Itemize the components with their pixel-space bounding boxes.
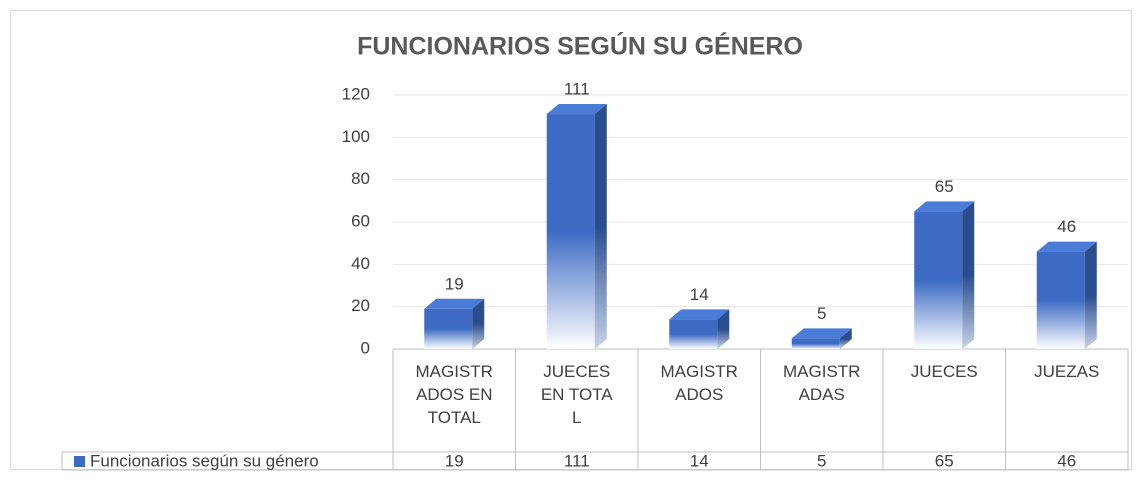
bar-side — [594, 104, 607, 349]
bar-top — [424, 298, 485, 309]
table-value: 14 — [690, 451, 709, 470]
x-tick-label: MAGISTRADOS — [660, 362, 738, 404]
data-label: 14 — [690, 285, 709, 304]
bar-side — [839, 328, 852, 349]
x-tick-label: JUECES EN TOTAL — [540, 362, 613, 427]
data-label: 111 — [564, 80, 590, 99]
bar-top — [1036, 241, 1097, 252]
bar-top — [791, 328, 852, 339]
y-tick-label: 120 — [342, 84, 370, 103]
data-label: 5 — [817, 304, 826, 323]
bar — [669, 319, 718, 349]
bar — [914, 211, 963, 349]
y-tick-label: 0 — [361, 338, 370, 357]
data-label: 19 — [445, 274, 464, 293]
bar-top — [914, 201, 975, 212]
x-tick-label: MAGISTRADOS EN TOTAL — [415, 362, 493, 427]
bar — [424, 308, 473, 349]
bar-top — [546, 104, 607, 115]
bar — [1036, 251, 1085, 349]
data-label: 46 — [1057, 217, 1076, 236]
chart-title: FUNCIONARIOS SEGÚN SU GÉNERO — [357, 31, 803, 61]
table-value: 65 — [935, 451, 954, 470]
x-tick-label: JUECES — [910, 362, 978, 381]
bar-top — [669, 309, 730, 320]
legend-label: Funcionarios según su género — [90, 451, 319, 470]
table-value: 111 — [564, 451, 590, 470]
bar-side — [472, 298, 485, 349]
bar-side — [962, 201, 975, 349]
bar-side — [717, 309, 730, 349]
y-tick-label: 20 — [351, 296, 370, 315]
x-tick-label: MAGISTRADAS — [783, 362, 861, 404]
y-tick-label: 80 — [351, 169, 370, 188]
legend-key — [74, 456, 85, 467]
bar — [546, 114, 595, 349]
x-tick-label: JUEZAS — [1034, 362, 1100, 381]
bar-side — [1084, 241, 1097, 349]
bar — [791, 338, 840, 349]
y-tick-label: 60 — [351, 211, 370, 230]
y-tick-label: 100 — [342, 127, 370, 146]
data-label: 65 — [935, 177, 954, 196]
y-tick-label: 40 — [351, 254, 370, 273]
table-value: 46 — [1057, 451, 1076, 470]
table-value: 5 — [817, 451, 826, 470]
table-value: 19 — [445, 451, 464, 470]
